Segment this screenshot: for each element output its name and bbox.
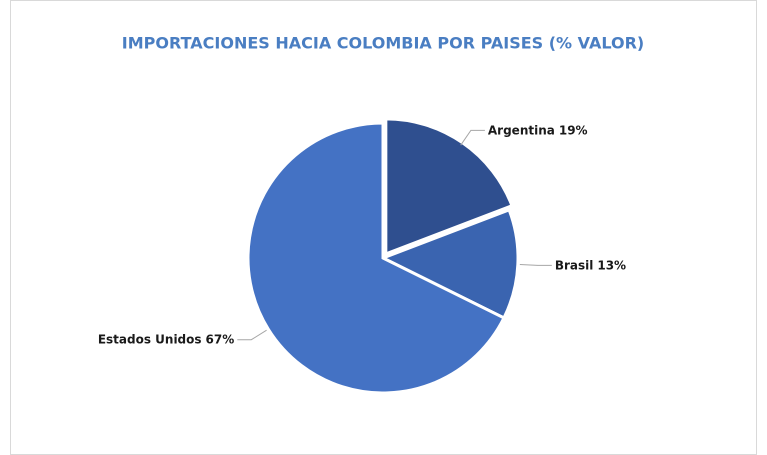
category-name: Brasil <box>555 258 594 272</box>
data-label: Brasil 13% <box>555 258 626 272</box>
value-label: 19% <box>559 123 588 137</box>
leader-line <box>460 129 485 146</box>
value-label: 67% <box>206 332 235 346</box>
pie-slice <box>246 121 506 395</box>
category-name: Argentina <box>488 123 555 137</box>
chart-title: IMPORTACIONES HACIA COLOMBIA POR PAISES … <box>122 34 644 53</box>
leader-line <box>519 264 552 266</box>
data-label: Argentina 19% <box>488 123 588 137</box>
pie-slice <box>379 207 520 320</box>
category-name: Estados Unidos <box>98 332 202 346</box>
data-label: Estados Unidos 67% <box>98 332 234 346</box>
leader-line <box>237 329 267 341</box>
value-label: 13% <box>597 258 626 272</box>
